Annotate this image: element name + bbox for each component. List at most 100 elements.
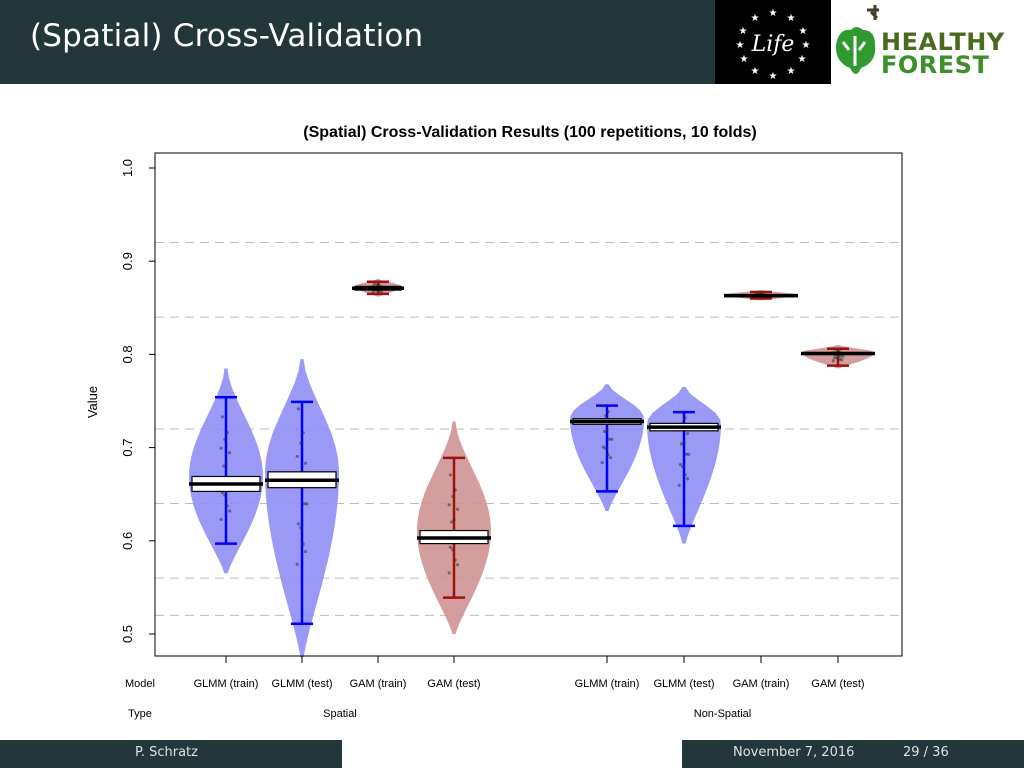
data-point xyxy=(683,416,687,420)
plot-frame xyxy=(154,152,903,657)
data-point xyxy=(447,571,451,575)
data-point xyxy=(452,518,456,522)
logo-healthy-text: HEALTHY xyxy=(881,28,1005,56)
data-point xyxy=(835,356,839,360)
data-point xyxy=(223,437,227,442)
x-tick-label: GAM (test) xyxy=(427,678,480,690)
svg-text:★: ★ xyxy=(802,40,811,51)
data-point xyxy=(228,509,232,513)
data-point xyxy=(224,462,228,466)
data-point xyxy=(223,493,227,497)
y-tick-label: 0.9 xyxy=(120,252,135,270)
data-point xyxy=(604,446,608,451)
svg-text:★: ★ xyxy=(787,66,796,77)
data-point xyxy=(296,522,300,526)
data-point xyxy=(225,430,229,435)
data-point xyxy=(448,545,452,549)
y-tick-label: 0.5 xyxy=(120,625,135,643)
violin-group xyxy=(724,290,798,301)
data-point xyxy=(605,428,609,432)
chart-title: (Spatial) Cross-Validation Results (100 … xyxy=(303,124,756,141)
data-point xyxy=(219,517,223,521)
data-point xyxy=(755,291,760,295)
data-point xyxy=(600,461,604,465)
data-point xyxy=(451,548,455,552)
data-point xyxy=(686,431,690,436)
data-point xyxy=(606,410,610,414)
data-point xyxy=(372,281,376,286)
data-point xyxy=(684,452,689,456)
violin-group xyxy=(801,345,875,369)
data-point xyxy=(832,356,837,360)
chart-container: (Spatial) Cross-Validation Results (100 … xyxy=(80,110,944,750)
violin-group xyxy=(352,278,404,297)
data-point xyxy=(301,431,305,435)
data-point xyxy=(831,359,835,363)
data-point xyxy=(682,440,686,444)
data-point xyxy=(295,562,299,566)
data-point xyxy=(451,494,455,499)
data-point xyxy=(680,442,684,446)
data-point xyxy=(837,357,841,361)
data-point xyxy=(837,349,841,353)
violin-chart: (Spatial) Cross-Validation Results (100 … xyxy=(85,124,903,720)
violin-group xyxy=(417,421,491,634)
data-point xyxy=(610,437,614,441)
x-tick-label: GAM (test) xyxy=(811,678,864,690)
data-point xyxy=(299,526,303,530)
svg-text:★: ★ xyxy=(740,54,749,65)
data-point xyxy=(604,414,608,418)
svg-text:★: ★ xyxy=(751,13,760,24)
footer-left-bar xyxy=(0,740,342,768)
data-point xyxy=(606,453,610,457)
x-tick-label: GLMM (train) xyxy=(575,678,640,690)
data-point xyxy=(225,504,229,508)
data-point xyxy=(678,410,683,414)
svg-text:★: ★ xyxy=(787,13,796,24)
group-type-label: Non-Spatial xyxy=(694,708,751,720)
y-tick-label: 0.7 xyxy=(120,439,135,457)
x-tick-label: GLMM (train) xyxy=(194,678,259,690)
data-point xyxy=(301,542,305,546)
y-axis-label: Value xyxy=(85,386,100,418)
data-point xyxy=(683,473,687,477)
data-point xyxy=(219,446,223,450)
data-point xyxy=(448,473,452,477)
data-point xyxy=(840,358,844,362)
y-tick-label: 0.6 xyxy=(120,532,135,550)
data-point xyxy=(838,354,843,358)
data-point xyxy=(686,477,690,481)
svg-text:★: ★ xyxy=(798,54,807,65)
data-point xyxy=(609,456,613,460)
data-point xyxy=(228,451,232,455)
data-point xyxy=(295,454,299,459)
group-type-label: Spatial xyxy=(323,708,357,720)
svg-text:★: ★ xyxy=(751,66,760,77)
data-point xyxy=(302,502,306,506)
svg-text:★: ★ xyxy=(736,40,745,51)
x-tick-label: GAM (train) xyxy=(733,678,790,690)
data-point xyxy=(677,483,681,487)
footer-date: November 7, 2016 xyxy=(733,745,855,760)
beetle-icon xyxy=(867,5,879,20)
data-point xyxy=(222,464,226,468)
data-point xyxy=(832,347,837,351)
footer-right-bar xyxy=(682,740,1024,768)
data-point xyxy=(607,437,612,441)
data-point xyxy=(377,283,381,287)
data-point xyxy=(304,549,308,554)
data-point xyxy=(296,407,300,411)
data-point xyxy=(305,502,309,506)
data-point xyxy=(304,461,308,465)
violin-group xyxy=(647,387,721,544)
healthy-forest-logo: HEALTHY FOREST xyxy=(831,0,1024,84)
eu-stars-icon: ★ ★★ ★★★ ★★★ ★★★ Life xyxy=(736,8,811,82)
row-label-model: Model xyxy=(125,678,155,690)
row-label-type: Type xyxy=(128,708,152,720)
svg-text:★: ★ xyxy=(739,26,748,37)
svg-text:★: ★ xyxy=(769,71,778,82)
data-point xyxy=(603,429,607,433)
violin-group xyxy=(265,359,339,658)
data-point xyxy=(456,507,460,511)
data-point xyxy=(601,404,606,408)
